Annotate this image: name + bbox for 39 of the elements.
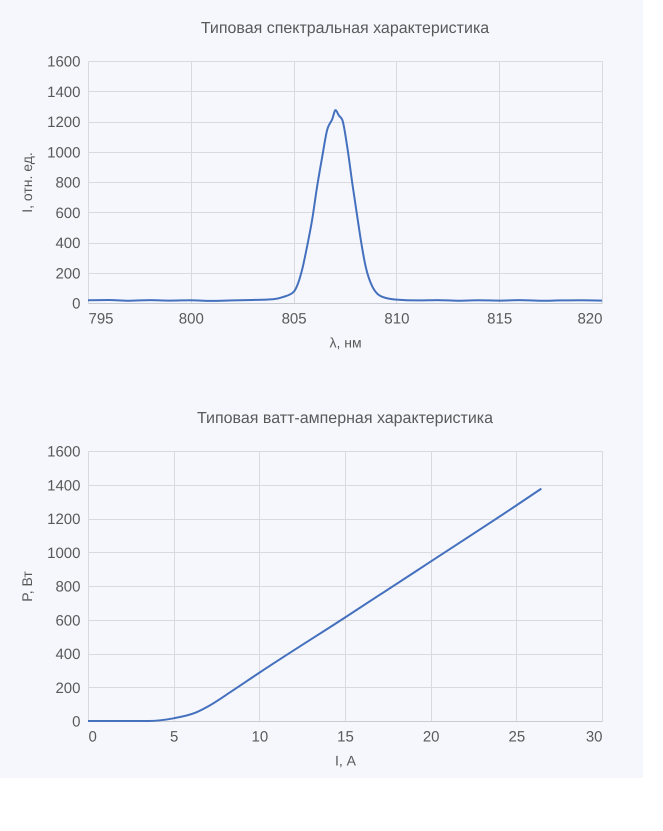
y-axis-title: I, отн. ед. — [19, 152, 36, 213]
x-tick-label: 810 — [384, 310, 410, 328]
y-tick-label: 1400 — [47, 84, 80, 101]
y-tick-label: 1200 — [47, 114, 80, 131]
x-tick-label: 0 — [88, 728, 97, 746]
y-tick-label: 600 — [55, 204, 80, 222]
y-tick-label: 400 — [55, 235, 80, 252]
y-tick-label: 400 — [55, 646, 80, 663]
x-tick-label: 30 — [586, 728, 602, 746]
x-tick-label: 800 — [178, 310, 204, 328]
x-axis-title: I, А — [334, 752, 357, 768]
line-series — [87, 488, 542, 722]
x-axis-title: λ, нм — [329, 334, 362, 350]
y-tick-label: 1200 — [47, 511, 80, 528]
y-tick-label: 600 — [55, 612, 80, 630]
y-tick-label: 200 — [55, 680, 80, 697]
y-tick-label: 800 — [55, 578, 80, 596]
x-tick-label: 820 — [577, 310, 602, 328]
chart-title: Типовая спектральная характеристика — [200, 20, 490, 37]
y-tick-label: 1000 — [47, 544, 80, 562]
x-tick-label: 805 — [282, 310, 307, 328]
x-tick-label: 10 — [251, 728, 268, 746]
y-axis-title: P, Вт — [19, 570, 36, 602]
x-tick-label: 815 — [487, 310, 512, 328]
y-tick-label: 1400 — [47, 477, 80, 494]
chart-title: Типовая ватт-амперная характеристика — [196, 410, 494, 427]
y-tick-label: 1000 — [47, 144, 80, 162]
x-tick-label: 20 — [422, 728, 440, 746]
x-tick-label: 25 — [508, 728, 526, 746]
x-tick-label: 795 — [88, 310, 114, 328]
y-tick-label: 200 — [55, 265, 80, 282]
line-series — [87, 109, 603, 302]
y-tick-label: 0 — [72, 714, 80, 730]
x-tick-label: 5 — [170, 728, 178, 746]
y-tick-label: 1600 — [47, 54, 80, 70]
y-tick-label: 1600 — [47, 444, 80, 460]
x-tick-label: 15 — [337, 728, 354, 746]
y-tick-label: 800 — [55, 174, 80, 192]
y-tick-label: 0 — [72, 296, 80, 312]
